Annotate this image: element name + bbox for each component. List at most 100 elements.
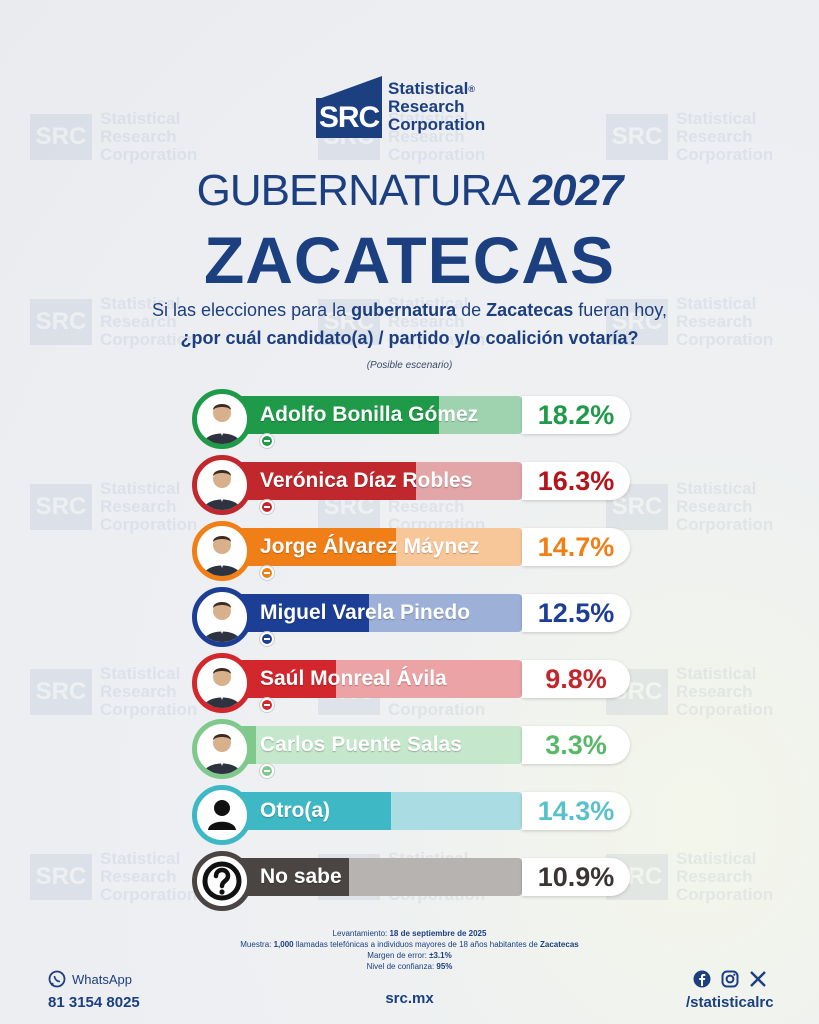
title-text: GUBERNATURA — [196, 166, 519, 215]
bar-row: Miguel Varela Pinedo 12.5% — [192, 587, 632, 647]
party-logo-icon — [259, 565, 275, 581]
candidate-name: Adolfo Bonilla Gómez — [260, 403, 479, 426]
bar-value-label: 14.7% — [522, 528, 630, 566]
footnote-label2: Muestra: — [240, 940, 274, 949]
methodology-footnote: Levantamiento: 18 de septiembre de 2025 … — [0, 928, 819, 972]
bar-row: Adolfo Bonilla Gómez 18.2% — [192, 389, 632, 449]
question-part3: de — [456, 300, 487, 320]
bar-row: Saúl Monreal Ávila 9.8% — [192, 653, 632, 713]
candidate-name: Otro(a) — [260, 799, 330, 822]
question-part1: Si las elecciones para la — [152, 300, 352, 320]
bar-value-label: 16.3% — [522, 462, 630, 500]
logo-line2: Research — [388, 97, 465, 116]
candidate-photo — [192, 719, 252, 779]
footnote-line2: Muestra: 1,000 llamadas telefónicas a in… — [0, 939, 819, 950]
title-year: 2027 — [528, 166, 624, 215]
watermark-mark: SRC — [30, 669, 92, 715]
candidate-photo — [192, 521, 252, 581]
footnote-sample: 1,000 — [273, 940, 294, 949]
watermark-mark: SRC — [30, 854, 92, 900]
logo-mark: SRC — [316, 76, 382, 138]
facebook-icon[interactable] — [693, 970, 711, 988]
title-state: ZACATECAS — [203, 223, 616, 297]
footnote-label3: Margen de error: — [367, 951, 430, 960]
bar-row: Jorge Álvarez Máynez 14.7% — [192, 521, 632, 581]
footnote-text2: llamadas telefónicas a individuos mayore… — [293, 940, 541, 949]
logo-line1: Statistical — [388, 79, 469, 98]
social-handle[interactable]: /statisticalrc — [686, 994, 774, 1011]
question-line1: Si las elecciones para la gubernatura de… — [0, 300, 819, 321]
party-logo-icon — [259, 763, 275, 779]
bar-value-label: 14.3% — [522, 792, 630, 830]
bar-value-label: 18.2% — [522, 396, 630, 434]
question-part2: gubernatura — [351, 300, 457, 320]
footnote-value3: ±3.1% — [429, 951, 452, 960]
candidate-photo — [192, 455, 252, 515]
question-line2: ¿por cuál candidato(a) / partido y/o coa… — [180, 328, 639, 348]
candidate-name: No sabe — [260, 865, 342, 888]
footnote-line3: Margen de error: ±3.1% — [0, 950, 819, 961]
footnote-line1: Levantamiento: 18 de septiembre de 2025 — [0, 928, 819, 939]
candidate-name: Carlos Puente Salas — [260, 733, 462, 756]
bar-row: Otro(a) 14.3% — [192, 785, 632, 845]
footnote-line4: Nivel de confianza: 95% — [0, 961, 819, 972]
bar-fill — [216, 396, 439, 434]
whatsapp-contact[interactable]: WhatsApp 81 3154 8025 — [48, 970, 140, 1011]
bar-value-label: 12.5% — [522, 594, 630, 632]
bar-track — [216, 396, 522, 434]
question-icon — [192, 851, 252, 911]
candidate-photo — [192, 389, 252, 449]
candidate-photo — [192, 653, 252, 713]
social-links: /statisticalrc — [686, 970, 774, 1011]
question-part4: Zacatecas — [486, 300, 574, 320]
candidate-photo — [192, 587, 252, 647]
footnote-label4: Nivel de confianza: — [366, 962, 437, 971]
candidate-name: Verónica Díaz Robles — [260, 469, 473, 492]
footnote-label1: Levantamiento: — [332, 929, 390, 938]
bar-row: Verónica Díaz Robles 16.3% — [192, 455, 632, 515]
candidate-name: Miguel Varela Pinedo — [260, 601, 471, 624]
person-icon — [192, 785, 252, 845]
bar-value-label: 3.3% — [522, 726, 630, 764]
party-logo-icon — [259, 631, 275, 647]
logo-abbr: SRC — [316, 98, 382, 138]
website-link[interactable]: src.mx — [385, 990, 434, 1007]
instagram-icon[interactable] — [721, 970, 739, 988]
footnote-value1: 18 de septiembre de 2025 — [389, 929, 487, 938]
whatsapp-icon — [48, 970, 66, 988]
candidate-name: Jorge Álvarez Máynez — [260, 535, 480, 558]
whatsapp-number[interactable]: 81 3154 8025 — [48, 994, 140, 1011]
watermark-mark: SRC — [30, 484, 92, 530]
whatsapp-label: WhatsApp — [72, 971, 132, 987]
bar-value-label: 10.9% — [522, 858, 630, 896]
x-icon[interactable] — [749, 970, 767, 988]
question-part5: fueran hoy, — [573, 300, 667, 320]
watermark-mark: SRC — [30, 114, 92, 160]
footnote-value4: 95% — [436, 962, 453, 971]
logo-text: Statistical® Research Corporation — [388, 80, 485, 134]
registered-mark: ® — [468, 84, 475, 94]
party-logo-icon — [259, 499, 275, 515]
bar-value-label: 9.8% — [522, 660, 630, 698]
logo-line3: Corporation — [388, 115, 486, 134]
footnote-place: Zacatecas — [540, 940, 579, 949]
bar-row: No sabe 10.9% — [192, 851, 632, 911]
src-logo: SRC Statistical® Research Corporation — [316, 76, 485, 138]
title-gubernatura: GUBERNATURA 2027 — [0, 166, 819, 216]
scenario-note: (Posible escenario) — [366, 360, 453, 371]
bar-row: Carlos Puente Salas 3.3% — [192, 719, 632, 779]
candidate-name: Saúl Monreal Ávila — [260, 667, 447, 690]
